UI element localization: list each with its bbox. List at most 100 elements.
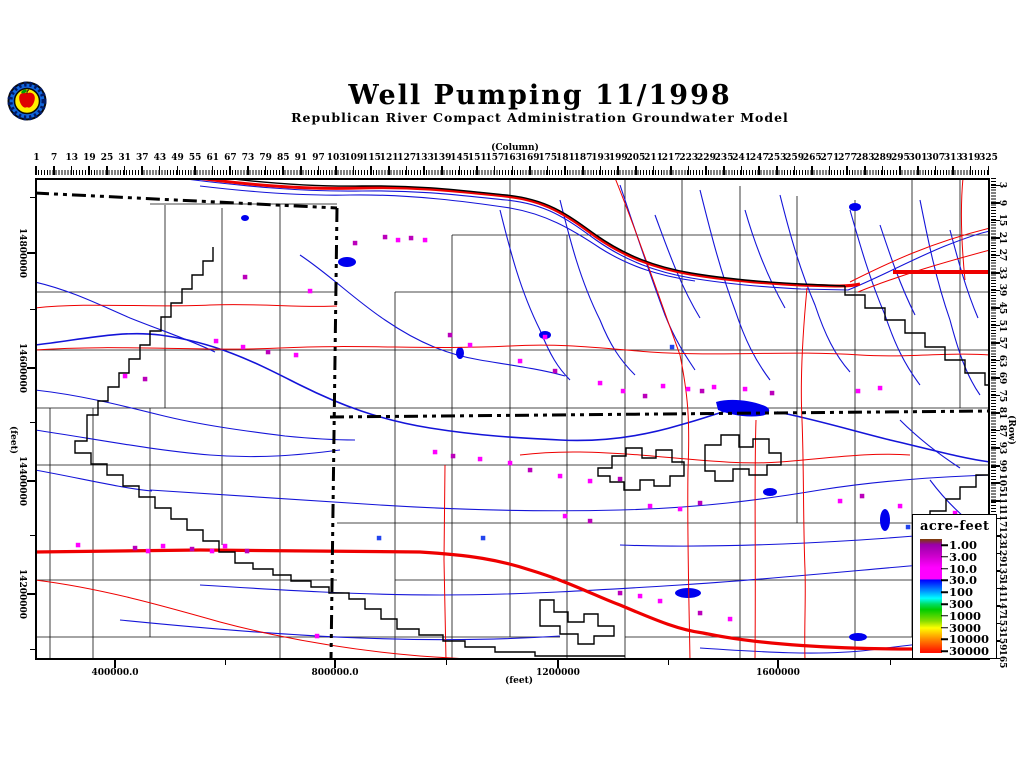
row-tick-label: 165 — [997, 649, 1007, 668]
page-subtitle: Republican River Compact Administration … — [291, 110, 789, 125]
well-cell — [562, 513, 568, 519]
column-tick-label: 169 — [520, 153, 540, 163]
legend-tick — [941, 567, 948, 570]
column-tick-label: 289 — [873, 153, 893, 163]
well-cell — [307, 288, 313, 294]
well-cell — [697, 610, 703, 616]
column-major-tick — [546, 166, 549, 175]
column-tick-label: 235 — [714, 153, 734, 163]
column-tick-label: 223 — [679, 153, 699, 163]
row-tick-label: 135 — [997, 561, 1007, 581]
column-tick-label: 283 — [855, 153, 875, 163]
legend-tick — [941, 638, 948, 641]
row-major-tick — [991, 412, 1000, 414]
column-major-tick — [458, 166, 461, 175]
apple-stem — [26, 89, 30, 94]
well-cell — [527, 467, 533, 473]
bottom-tick-label: 800000.0 — [311, 668, 359, 678]
column-major-tick — [758, 166, 760, 175]
groundwater-model-map — [35, 178, 990, 660]
legend-tick — [941, 556, 948, 558]
well-cell — [447, 332, 453, 338]
county-boundaries-layer — [35, 180, 990, 660]
column-major-tick — [158, 166, 161, 175]
column-major-tick — [899, 166, 901, 175]
row-tick-label: 117 — [997, 508, 1007, 528]
left-tick-label: 14400000 — [17, 455, 27, 507]
row-tick-label: 129 — [997, 543, 1007, 563]
column-major-tick — [952, 166, 954, 175]
column-tick-label: 73 — [241, 153, 255, 163]
well-cell — [265, 349, 271, 355]
column-tick-label: 271 — [820, 153, 840, 163]
row-tick-label: 27 — [997, 249, 1007, 262]
well-cell — [677, 506, 683, 512]
row-major-tick — [991, 464, 1000, 467]
left-tick-label: 14200000 — [17, 568, 27, 620]
column-major-tick — [88, 166, 90, 175]
well-cell — [697, 500, 703, 506]
column-tick-label: 217 — [661, 153, 681, 163]
left-minor-tick — [30, 422, 35, 424]
row-major-tick — [991, 289, 1000, 292]
column-major-tick — [917, 166, 919, 175]
well-cell — [742, 386, 748, 392]
well-cell — [293, 352, 299, 358]
well-cell — [877, 385, 883, 391]
well-cell — [952, 510, 958, 516]
column-tick-label: 121 — [379, 153, 399, 163]
column-major-tick — [476, 166, 478, 175]
well-cell — [617, 590, 623, 596]
column-major-tick — [405, 166, 408, 175]
row-tick-label: 63 — [997, 354, 1007, 367]
left-major-tick — [27, 480, 35, 482]
row-tick-label: 57 — [997, 336, 1007, 350]
column-major-tick — [264, 166, 267, 175]
legend-tick — [941, 544, 948, 546]
column-tick-label: 163 — [503, 153, 522, 163]
legend-tick — [941, 650, 948, 652]
left-axis-caption: (feet) — [8, 426, 18, 454]
well-cell — [422, 237, 428, 243]
column-major-tick — [705, 166, 708, 175]
column-tick-label: 85 — [277, 153, 290, 163]
column-tick-label: 241 — [732, 153, 752, 163]
column-major-tick — [388, 166, 390, 175]
column-tick-label: 115 — [362, 153, 381, 163]
legend-tick — [941, 626, 948, 629]
well-cell — [699, 388, 705, 394]
row-major-tick — [991, 394, 1000, 397]
column-tick-label: 307 — [926, 153, 946, 163]
row-tick-label: 51 — [997, 319, 1007, 332]
well-cell — [240, 344, 246, 350]
legend-entry-label: 1000 — [949, 608, 982, 623]
legend-entry-label: 10000 — [949, 632, 990, 647]
column-major-tick — [493, 166, 496, 175]
well-cell — [467, 342, 473, 348]
row-major-tick — [991, 482, 1000, 485]
column-major-tick — [811, 166, 813, 175]
column-tick-label: 175 — [538, 153, 558, 163]
well-cells-layer — [75, 234, 958, 639]
legend-entry-label: 30.0 — [949, 573, 978, 588]
apple-icon — [19, 92, 35, 108]
column-major-tick — [793, 166, 796, 175]
lakes-layer — [241, 203, 890, 641]
row-tick-label: 69 — [997, 371, 1007, 385]
bottom-major-tick — [777, 660, 779, 668]
column-tick-label: 25 — [100, 153, 114, 163]
row-tick-label: 9 — [997, 199, 1007, 206]
legend-entry-label: 3000 — [949, 620, 982, 635]
column-tick-label: 61 — [206, 153, 220, 163]
well-cell — [122, 373, 128, 379]
bottom-axis-caption: (feet) — [505, 676, 533, 686]
row-tick-label: 15 — [997, 214, 1007, 227]
column-major-tick — [352, 166, 355, 175]
column-major-tick — [141, 166, 143, 175]
column-major-tick — [247, 166, 249, 175]
column-tick-label: 97 — [312, 153, 325, 163]
bottom-minor-tick — [225, 660, 227, 665]
legend-tick — [941, 615, 948, 617]
row-tick-label: 75 — [997, 389, 1007, 402]
page-title: Well Pumping 11/1998 — [348, 80, 732, 111]
